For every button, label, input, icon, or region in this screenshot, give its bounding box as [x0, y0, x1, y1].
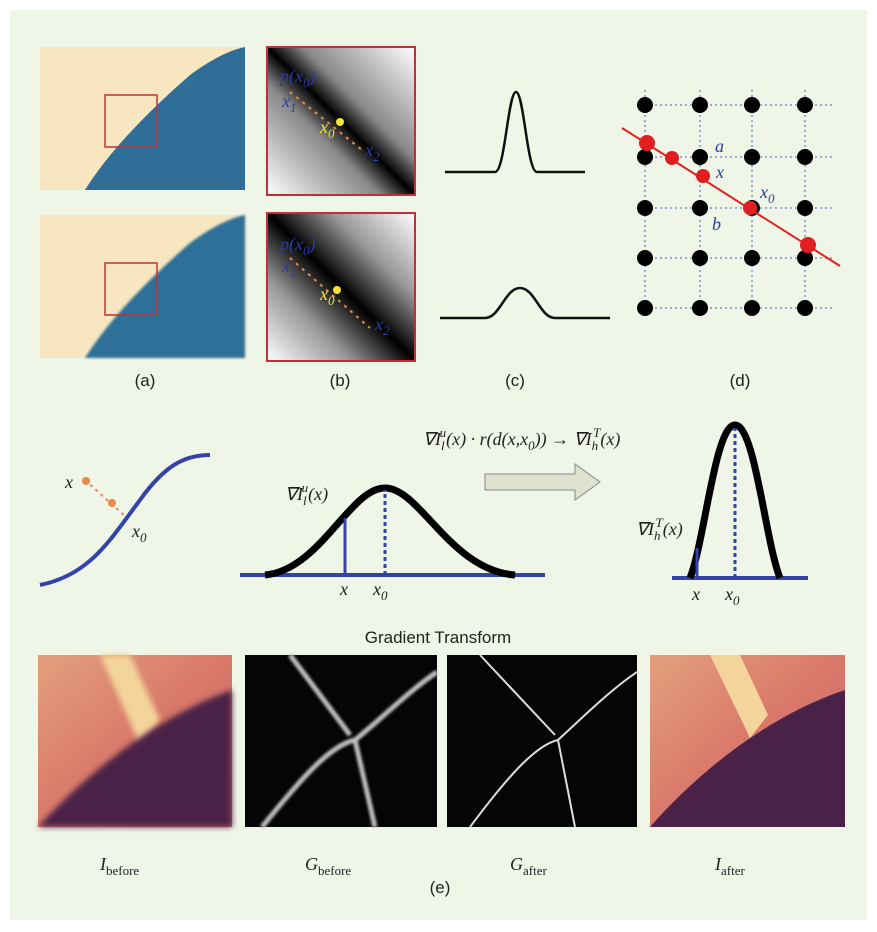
text-run: b [712, 214, 721, 234]
math-label: ∇IhT(x) [636, 515, 683, 543]
text-run: x [64, 472, 73, 492]
math-label: b [712, 214, 721, 234]
section-title: Gradient Transform [365, 628, 511, 647]
text-run: x [339, 579, 348, 599]
text-run: x [691, 584, 700, 604]
panel-label: (b) [330, 371, 351, 390]
pixel-dot [744, 149, 760, 165]
pixel-dot [797, 300, 813, 316]
panel-label: (d) [730, 371, 751, 390]
text-run: (x) [308, 484, 328, 505]
panel-label: (a) [135, 371, 156, 390]
panel-label: (e) [430, 878, 451, 897]
sample-dot [108, 499, 116, 507]
pixel-dot [692, 200, 708, 216]
math-label: x [339, 579, 348, 599]
text-run: x [131, 521, 140, 541]
pixel-dot [692, 250, 708, 266]
pixel-dot [637, 200, 653, 216]
pixel-dot [744, 300, 760, 316]
subscript: 0 [140, 530, 147, 545]
subscript: 0 [381, 588, 388, 603]
subscript: after [721, 863, 745, 878]
text-run: x [364, 140, 373, 160]
subscript: 0 [328, 126, 335, 141]
sample-dot [743, 201, 757, 215]
pixel-dot [797, 97, 813, 113]
text-run: x [319, 117, 328, 137]
math-label: x [691, 584, 700, 604]
text-run: x [374, 314, 383, 334]
math-label: ∇Ilu(x) [285, 480, 328, 508]
sample-dot [639, 135, 655, 151]
subscript: 0 [328, 293, 335, 308]
pixel-dot [637, 250, 653, 266]
text-run: x [319, 284, 328, 304]
subscript: before [318, 863, 351, 878]
text-run: x [715, 162, 724, 182]
subscript: l [303, 493, 307, 508]
subscript: 1 [290, 100, 297, 115]
subscript: 2 [373, 149, 380, 164]
subscript: 2 [383, 323, 390, 338]
text-run: x [759, 182, 768, 202]
pixel-dot [692, 300, 708, 316]
subscript: h [654, 528, 661, 543]
subscript: 0 [733, 593, 740, 608]
subscript: 1 [290, 265, 297, 280]
image [245, 655, 437, 827]
figure: (a) (b) (c) (d) (e) Gradient Transform p… [0, 0, 877, 932]
image [447, 655, 637, 827]
panel-label: (c) [505, 371, 525, 390]
pixel-dot [797, 200, 813, 216]
formula: ∇Ilu(x) · r(d(x,x0)) → ∇IhT(x) [423, 425, 620, 453]
pixel-dot [692, 97, 708, 113]
sample-dot [800, 237, 816, 253]
photo-after [650, 655, 845, 827]
gradient-before [245, 655, 437, 827]
text-run: (x) [600, 429, 620, 450]
text-run: ) [308, 234, 315, 255]
pixel-dot [637, 300, 653, 316]
pixel-dot [797, 149, 813, 165]
pixel-dot [692, 149, 708, 165]
sample-dot [696, 169, 710, 183]
center-dot [336, 118, 344, 126]
text-run: x [724, 584, 733, 604]
text-run: G [305, 854, 318, 874]
text-run: p(x [278, 66, 303, 87]
sample-dot [665, 151, 679, 165]
sample-dot [82, 477, 90, 485]
math-label: a [715, 136, 724, 156]
pixel-dot [744, 250, 760, 266]
subscript: before [106, 863, 139, 878]
text-run: p(x [278, 234, 303, 255]
photo-before [38, 655, 232, 827]
pixel-dot [637, 149, 653, 165]
text-run: x [281, 256, 290, 276]
subscript: after [523, 863, 547, 878]
math-label: x [64, 472, 73, 492]
text-run: x [281, 91, 290, 111]
pixel-dot [637, 97, 653, 113]
text-run: a [715, 136, 724, 156]
pixel-dot [744, 97, 760, 113]
text-run: x [372, 579, 381, 599]
subscript: h [592, 438, 599, 453]
text-run: (x) [663, 519, 683, 540]
text-run: G [510, 854, 523, 874]
text-run: (x) · r(d(x,x [446, 429, 528, 450]
gradient-after [447, 655, 637, 827]
text-run: )) → ∇I [534, 429, 593, 450]
text-run: ) [308, 66, 315, 87]
math-label: x [715, 162, 724, 182]
text-run: ∇I [636, 519, 655, 539]
subscript: 0 [768, 191, 775, 206]
subscript: l [441, 438, 445, 453]
